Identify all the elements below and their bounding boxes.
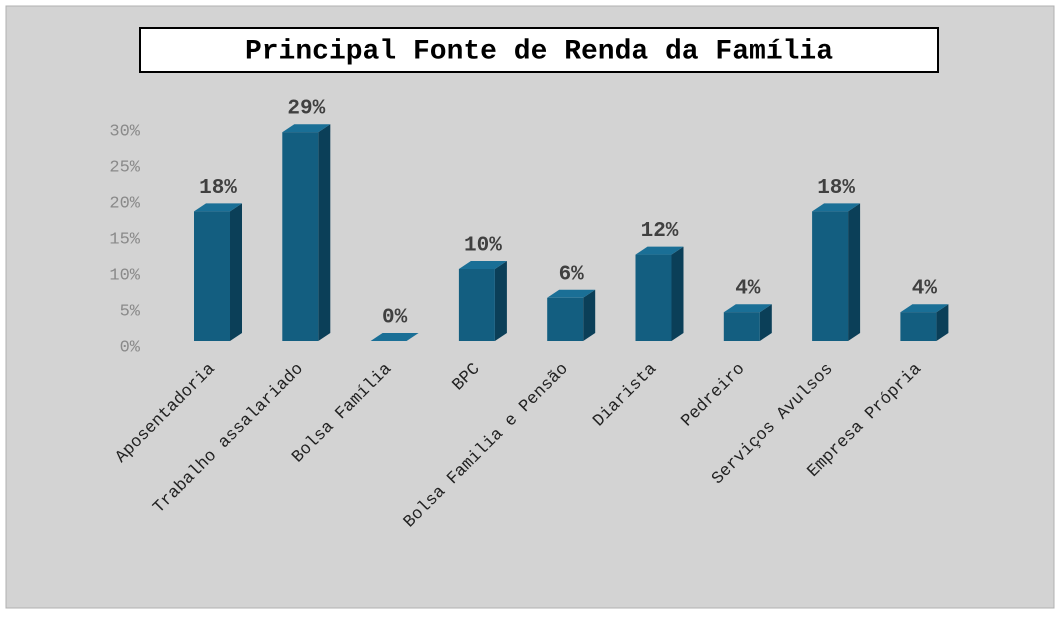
title-box	[139, 27, 939, 73]
y-tick-label: 0%	[120, 338, 141, 357]
bar-top	[547, 289, 596, 298]
bar-top	[458, 261, 507, 269]
y-tick-label: 10%	[109, 266, 140, 285]
bar	[458, 261, 507, 341]
bar	[812, 203, 861, 341]
bar-top	[282, 124, 331, 133]
y-tick-label: 15%	[109, 230, 140, 249]
bar-front	[458, 269, 495, 341]
bar-side	[848, 203, 861, 341]
value-label: 29%	[287, 98, 325, 121]
y-tick-label: 25%	[109, 158, 140, 177]
bar-top	[723, 304, 772, 313]
bar-side	[671, 246, 684, 341]
bar-side	[494, 261, 507, 341]
bar	[194, 203, 242, 341]
bar-front	[900, 312, 937, 341]
bar	[723, 304, 772, 341]
value-label: 18%	[817, 177, 855, 200]
value-label: 6%	[559, 263, 585, 286]
bar-top	[812, 203, 861, 212]
bar	[635, 246, 684, 341]
value-label: 18%	[199, 177, 237, 200]
bar-front	[812, 211, 849, 341]
chart-title: Principal Fonte de Renda da Família	[245, 36, 833, 67]
bar-side	[583, 289, 596, 341]
bar	[900, 304, 949, 341]
bar-front	[547, 297, 584, 341]
bar-front	[194, 211, 230, 341]
y-tick-label: 5%	[120, 302, 141, 321]
bar-side	[230, 203, 242, 341]
bar-front	[282, 132, 319, 341]
bar-side	[318, 124, 331, 341]
value-label: 4%	[912, 278, 938, 301]
value-label: 4%	[735, 278, 761, 301]
value-label: 10%	[464, 235, 502, 258]
bar	[370, 333, 419, 341]
bar-top	[900, 304, 949, 313]
chart-background	[5, 5, 1055, 609]
y-tick-label: 30%	[109, 122, 140, 141]
y-tick-label: 20%	[109, 194, 140, 213]
bar-front	[723, 312, 760, 341]
value-label: 12%	[641, 220, 679, 243]
bar-front	[635, 254, 672, 341]
bar-top	[370, 333, 419, 341]
bar-top	[635, 246, 684, 255]
bar-side	[759, 304, 772, 341]
bar-top	[194, 203, 242, 212]
bar	[547, 289, 596, 341]
bar	[282, 124, 331, 341]
value-label: 0%	[382, 307, 408, 330]
bar-side	[936, 304, 949, 341]
